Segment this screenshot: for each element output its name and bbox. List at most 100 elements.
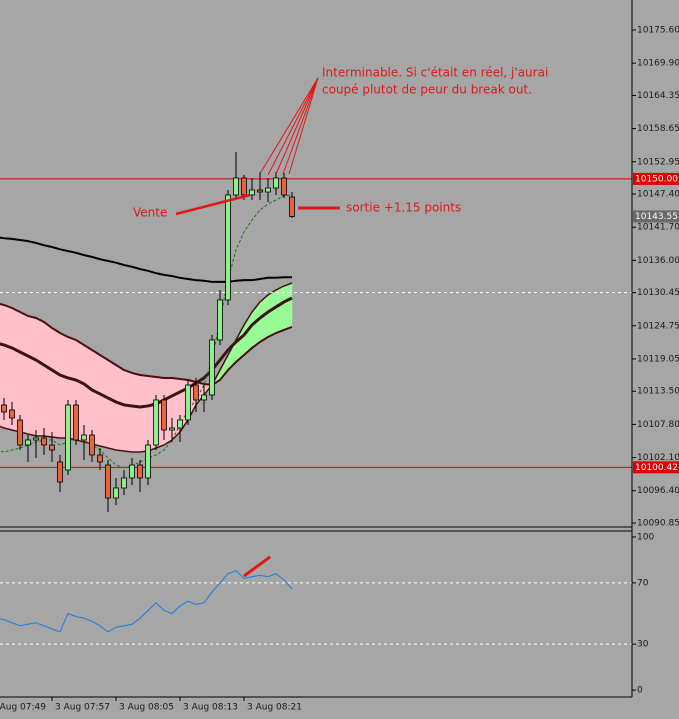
cloud-segment <box>51 327 61 439</box>
cloud-segment <box>91 349 101 447</box>
entry-line <box>175 193 251 216</box>
y-tick-label: 10096.40 <box>637 486 679 496</box>
y-tick-label: 10147.40 <box>637 190 679 200</box>
candle-body <box>1 404 7 413</box>
candle-body <box>281 177 287 196</box>
y-tick-label: 30 <box>637 640 649 650</box>
candle-body <box>33 437 39 441</box>
x-tick-label: 3 Aug 08:13 <box>183 703 238 713</box>
y-tick-label: 10102.10 <box>637 453 679 463</box>
candle-body <box>193 384 199 401</box>
current-price-label: 10143.55 <box>635 212 678 222</box>
rsi-mark-line <box>243 555 271 578</box>
x-tick-label: 3 Aug 08:05 <box>119 703 174 713</box>
cloud-segment <box>107 359 117 451</box>
cloud-segment <box>83 344 93 445</box>
candle-body <box>153 399 159 446</box>
candle-body <box>81 434 87 441</box>
candle-body <box>145 444 151 479</box>
cloud-segment <box>267 289 277 338</box>
candle-body <box>89 434 95 456</box>
annotation-text: Vente <box>133 206 167 220</box>
x-tick-label: 3 Aug 07:49 <box>0 703 46 713</box>
y-tick-label: 10090.85 <box>637 518 679 528</box>
y-tick-label: 10175.60 <box>637 26 679 36</box>
candle-body <box>73 404 79 441</box>
line <box>0 296 293 409</box>
y-tick-label: 10130.45 <box>637 288 679 298</box>
cloud-segment <box>27 315 37 437</box>
price-label: 10100.42 <box>635 463 678 473</box>
annotation-text: sortie +1.15 points <box>346 201 461 215</box>
current-price-box <box>633 210 679 223</box>
y-tick-label: 100 <box>637 532 654 542</box>
callout-line <box>275 77 319 175</box>
rsi-panel <box>0 570 632 645</box>
callout-line <box>282 77 319 175</box>
y-tick-label: 10124.75 <box>637 321 679 331</box>
candle-body <box>25 439 31 446</box>
cloud-segment <box>283 282 293 331</box>
cloud-segment <box>123 369 133 453</box>
candle-body <box>41 437 47 446</box>
callout-line <box>260 77 319 173</box>
candle-body <box>177 419 183 429</box>
candle-body <box>201 394 207 401</box>
candle-body <box>217 299 223 341</box>
cloud-segment <box>99 354 109 449</box>
cloud-segment <box>115 364 125 452</box>
line <box>0 570 293 633</box>
price-panel <box>0 151 632 512</box>
candle-body <box>9 409 15 419</box>
candle-body <box>185 384 191 421</box>
y-tick-label: 10107.80 <box>637 420 679 430</box>
candle-body <box>105 464 111 499</box>
annotation-text: Interminable. Si c'était en réel, j'aura… <box>322 66 548 80</box>
candle-body <box>129 464 135 479</box>
callout-lines <box>260 77 319 176</box>
candle-body <box>233 177 239 196</box>
x-tick-label: 3 Aug 08:21 <box>247 703 302 713</box>
price-label-box <box>633 461 679 474</box>
candle-body <box>249 189 255 196</box>
y-tick-label: 10136.00 <box>637 256 679 266</box>
y-tick-label: 0 <box>637 686 643 696</box>
candle-body <box>137 464 143 479</box>
y-tick-label: 10158.65 <box>637 124 679 134</box>
annotations: Interminable. Si c'était en réel, j'aura… <box>133 66 548 578</box>
candle-body <box>257 189 263 193</box>
x-tick-label: 3 Aug 07:57 <box>55 703 110 713</box>
y-tick-label: 10119.05 <box>637 354 679 364</box>
cloud-segment <box>171 377 181 441</box>
candle-body <box>241 177 247 196</box>
candle-body <box>273 177 279 189</box>
candle-body <box>121 477 127 489</box>
candle-body <box>209 339 215 396</box>
candle-body <box>161 399 167 431</box>
candle-body <box>65 404 71 471</box>
cloud-segment <box>43 321 53 438</box>
cloud-segment <box>131 372 141 453</box>
candle-body <box>113 487 119 499</box>
y-tick-label: 10152.95 <box>637 157 679 167</box>
candle-body <box>225 194 231 301</box>
price-label: 10150.00 <box>635 174 678 184</box>
candle-body <box>265 187 271 193</box>
cloud-segment <box>139 374 149 453</box>
y-tick-label: 10164.35 <box>637 91 679 101</box>
line <box>0 302 293 387</box>
y-tick-label: 10169.90 <box>637 59 679 69</box>
y-tick-label: 10113.50 <box>637 387 679 397</box>
cloud-segment <box>35 317 45 437</box>
y-tick-label: 70 <box>637 578 649 588</box>
candle-body <box>97 454 103 463</box>
candle-body <box>17 419 23 446</box>
price-label-box <box>633 172 679 185</box>
callout-line <box>267 77 319 176</box>
annotation-text: coupé plutot de peur du break out. <box>322 83 532 97</box>
line <box>0 282 293 453</box>
